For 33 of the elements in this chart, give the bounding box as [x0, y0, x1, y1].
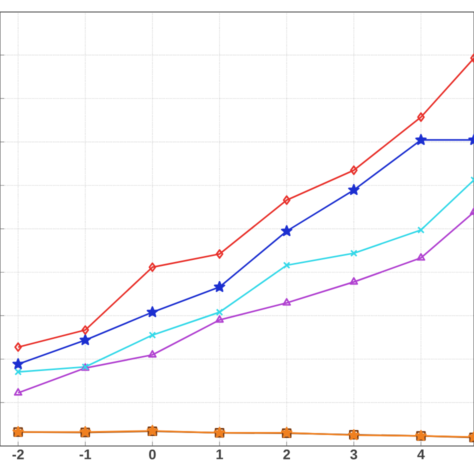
point [282, 195, 290, 205]
point [14, 388, 22, 396]
point [283, 262, 290, 269]
x-tick-label: 1 [216, 450, 224, 460]
x-tick-label: 0 [149, 450, 156, 460]
x-tick-label: 3 [350, 450, 358, 460]
point [14, 342, 22, 352]
point [148, 262, 156, 272]
point [12, 358, 24, 370]
point [417, 226, 425, 234]
point [415, 134, 427, 145]
point [350, 250, 358, 257]
point [216, 308, 224, 316]
point [350, 165, 358, 176]
point [14, 368, 22, 376]
point [348, 184, 360, 196]
point [282, 298, 291, 306]
x-tick-label: -1 [80, 450, 92, 460]
point [81, 325, 90, 335]
x-tick-label: 4 [417, 450, 425, 460]
point [416, 253, 426, 261]
point [148, 350, 157, 358]
point [350, 277, 358, 285]
point [215, 315, 224, 323]
point [214, 281, 226, 292]
x-tick-label: -2 [12, 450, 24, 460]
point [280, 225, 292, 236]
point [216, 249, 224, 259]
point [80, 334, 91, 346]
point [146, 306, 158, 318]
point [417, 112, 425, 122]
x-tick-label: 2 [283, 450, 290, 460]
point [148, 331, 156, 339]
